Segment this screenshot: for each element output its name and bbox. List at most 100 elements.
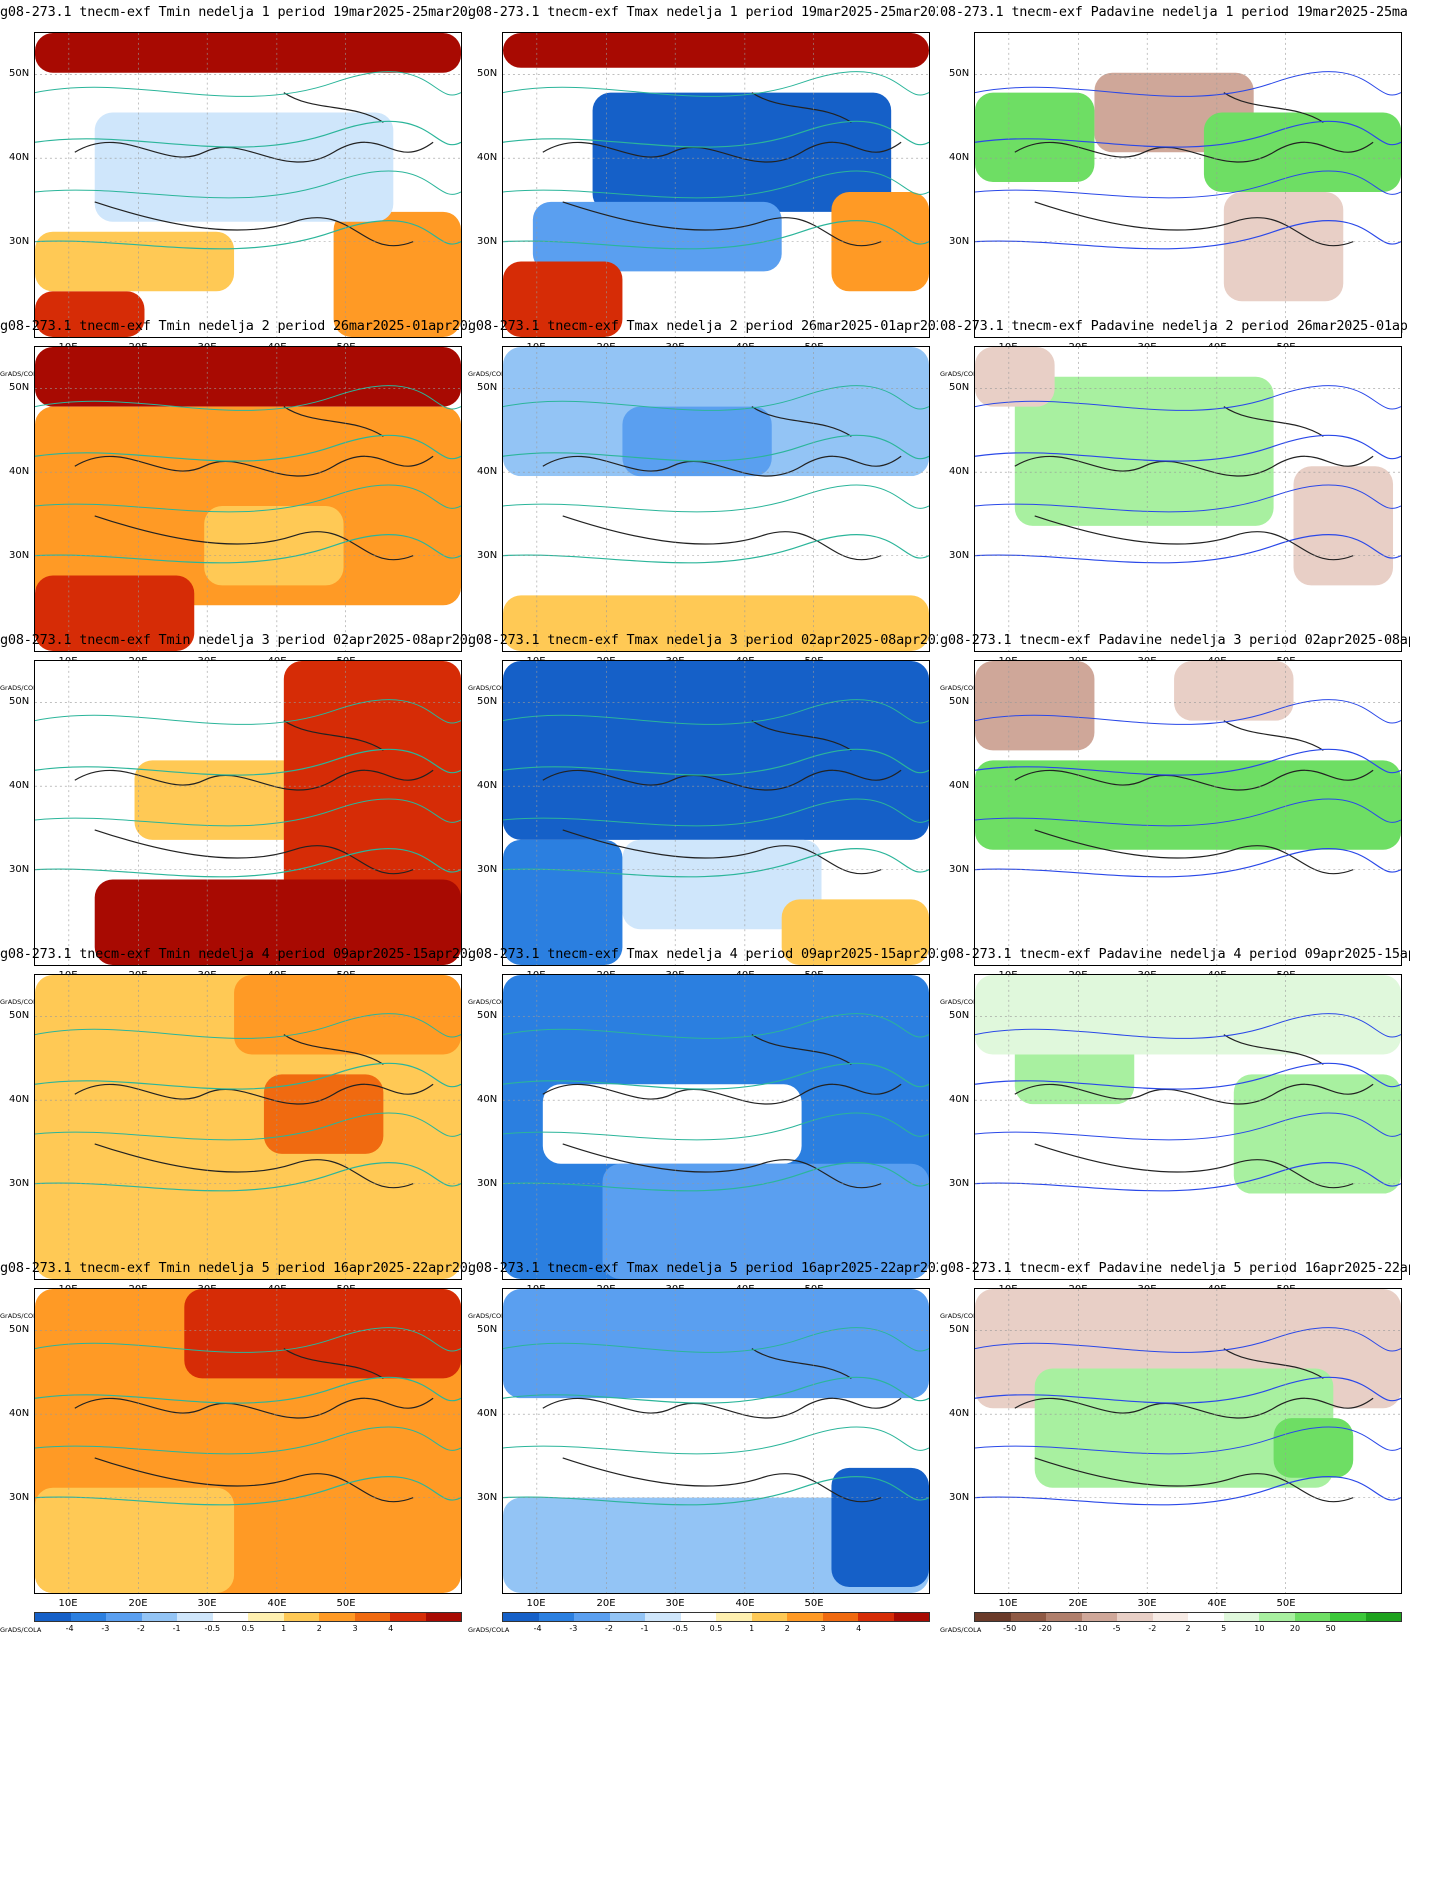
anomaly-patch bbox=[184, 1289, 461, 1379]
colorbar-ticks: -4 -3 -2 -1 -0.5 0.5 1 2 3 4 bbox=[502, 1624, 930, 1636]
grads-label: GrADS/COLA bbox=[940, 1626, 982, 1634]
anomaly-patch bbox=[35, 347, 461, 407]
map-area bbox=[502, 32, 930, 338]
contour-line bbox=[35, 748, 461, 776]
contour-line bbox=[975, 71, 1401, 97]
colorbar-tick: 3 bbox=[352, 1624, 358, 1633]
coastline bbox=[74, 720, 434, 875]
lat-label: 50N bbox=[477, 696, 498, 707]
anomaly-patch bbox=[532, 201, 782, 272]
lon-label: 20E bbox=[1068, 1598, 1088, 1609]
anomaly-patch bbox=[1273, 1418, 1354, 1478]
lat-label: 30N bbox=[949, 1178, 970, 1189]
contour-line bbox=[35, 220, 461, 250]
lat-label: 40N bbox=[477, 1094, 498, 1105]
lat-label: 40N bbox=[9, 1094, 30, 1105]
anomaly-patch bbox=[333, 211, 461, 337]
colorbar-swatch bbox=[354, 1613, 390, 1621]
anomaly-patch bbox=[1233, 1074, 1401, 1194]
colorbar-tick: 2 bbox=[1185, 1624, 1191, 1633]
contour-line bbox=[35, 120, 461, 148]
anomaly-patch bbox=[1014, 376, 1274, 526]
contour-line bbox=[503, 1162, 929, 1192]
colorbar-tick: 10 bbox=[1254, 1624, 1265, 1633]
lon-label: 40E bbox=[267, 1598, 287, 1609]
colorbar-swatch bbox=[1330, 1613, 1366, 1621]
lat-label: 40N bbox=[9, 152, 30, 163]
map-area bbox=[34, 1288, 462, 1594]
contour-line bbox=[503, 434, 929, 462]
anomaly-field bbox=[35, 661, 461, 965]
colorbar-tick: 0.5 bbox=[709, 1624, 723, 1633]
colorbar bbox=[34, 1612, 462, 1622]
colorbar-swatch bbox=[538, 1613, 574, 1621]
contour-line bbox=[975, 1162, 1401, 1192]
grads-label: GrADS/COLA bbox=[468, 1312, 510, 1320]
contour-line bbox=[975, 748, 1401, 776]
contour-line bbox=[975, 699, 1401, 725]
colorbar-swatch bbox=[645, 1613, 681, 1621]
colorbar-tick: -3 bbox=[569, 1624, 578, 1633]
contour-line bbox=[975, 484, 1401, 513]
lat-label: 40N bbox=[9, 780, 30, 791]
contour-line bbox=[35, 1062, 461, 1090]
coastline bbox=[542, 720, 902, 875]
contour-line bbox=[35, 1013, 461, 1039]
contour-line bbox=[35, 71, 461, 97]
lat-label: 30N bbox=[477, 1492, 498, 1503]
colorbar-swatch bbox=[1365, 1613, 1401, 1621]
map-panel: 08-273.1 tnecm-exf Padavine nedelja 2 pe… bbox=[940, 318, 1410, 696]
anomaly-patch bbox=[975, 760, 1401, 850]
anomaly-field bbox=[503, 661, 929, 965]
colorbar-swatch bbox=[141, 1613, 177, 1621]
colorbar-tick: 4 bbox=[856, 1624, 862, 1633]
panel-title: g08-273.1 tnecm-exf Tmin nedelja 3 perio… bbox=[0, 632, 470, 648]
panel-title: g08-273.1 tnecm-exf Padavine nedelja 5 p… bbox=[940, 1260, 1410, 1276]
grads-label: GrADS/COLA bbox=[0, 998, 42, 1006]
contour-line bbox=[975, 1426, 1401, 1455]
lat-label: 30N bbox=[477, 236, 498, 247]
lat-label: 50N bbox=[9, 68, 30, 79]
lat-label: 40N bbox=[9, 466, 30, 477]
coastline bbox=[542, 406, 902, 561]
lat-label: 40N bbox=[949, 466, 970, 477]
colorbar-tick: -4 bbox=[533, 1624, 542, 1633]
colorbar-swatch bbox=[1010, 1613, 1046, 1621]
anomaly-patch bbox=[831, 1467, 929, 1588]
lat-label: 30N bbox=[949, 236, 970, 247]
anomaly-field bbox=[503, 1289, 929, 1593]
anomaly-patch bbox=[503, 839, 623, 965]
contour-line bbox=[35, 170, 461, 199]
map-area bbox=[502, 1288, 930, 1594]
lat-label: 40N bbox=[9, 1408, 30, 1419]
colorbar-swatch bbox=[680, 1613, 716, 1621]
map-panel: g08-273.1 tnecm-exf Tmin nedelja 4 perio… bbox=[0, 946, 470, 1324]
anomaly-patch bbox=[592, 92, 892, 212]
lat-label: 50N bbox=[949, 1324, 970, 1335]
lon-label: 20E bbox=[128, 1598, 148, 1609]
anomaly-patch bbox=[602, 1163, 929, 1279]
anomaly-field bbox=[975, 975, 1401, 1279]
lat-label: 30N bbox=[949, 864, 970, 875]
contour-line bbox=[975, 120, 1401, 148]
anomaly-patch bbox=[1174, 661, 1294, 721]
colorbar-ticks: -4 -3 -2 -1 -0.5 0.5 1 2 3 4 bbox=[34, 1624, 462, 1636]
contour-line bbox=[975, 534, 1401, 564]
coastline bbox=[1014, 406, 1374, 561]
grads-label: GrADS/COLA bbox=[0, 684, 42, 692]
lat-label: 50N bbox=[477, 1324, 498, 1335]
lat-label: 50N bbox=[949, 382, 970, 393]
contour-line bbox=[35, 798, 461, 827]
colorbar-ticks: -50 -20 -10 -5 -2 2 5 10 20 50 bbox=[974, 1624, 1402, 1636]
contour-line bbox=[503, 848, 929, 878]
map-area bbox=[974, 346, 1402, 652]
colorbar-tick: 2 bbox=[784, 1624, 790, 1633]
contour-line bbox=[35, 848, 461, 878]
panel-title: g08-273.1 tnecm-exf Tmin nedelja 5 perio… bbox=[0, 1260, 470, 1276]
contour-line bbox=[503, 699, 929, 725]
lon-label: 30E bbox=[1137, 1598, 1157, 1609]
contour-line bbox=[503, 71, 929, 97]
colorbar-swatch bbox=[70, 1613, 106, 1621]
lat-label: 40N bbox=[477, 466, 498, 477]
colorbar-swatch bbox=[1117, 1613, 1153, 1621]
